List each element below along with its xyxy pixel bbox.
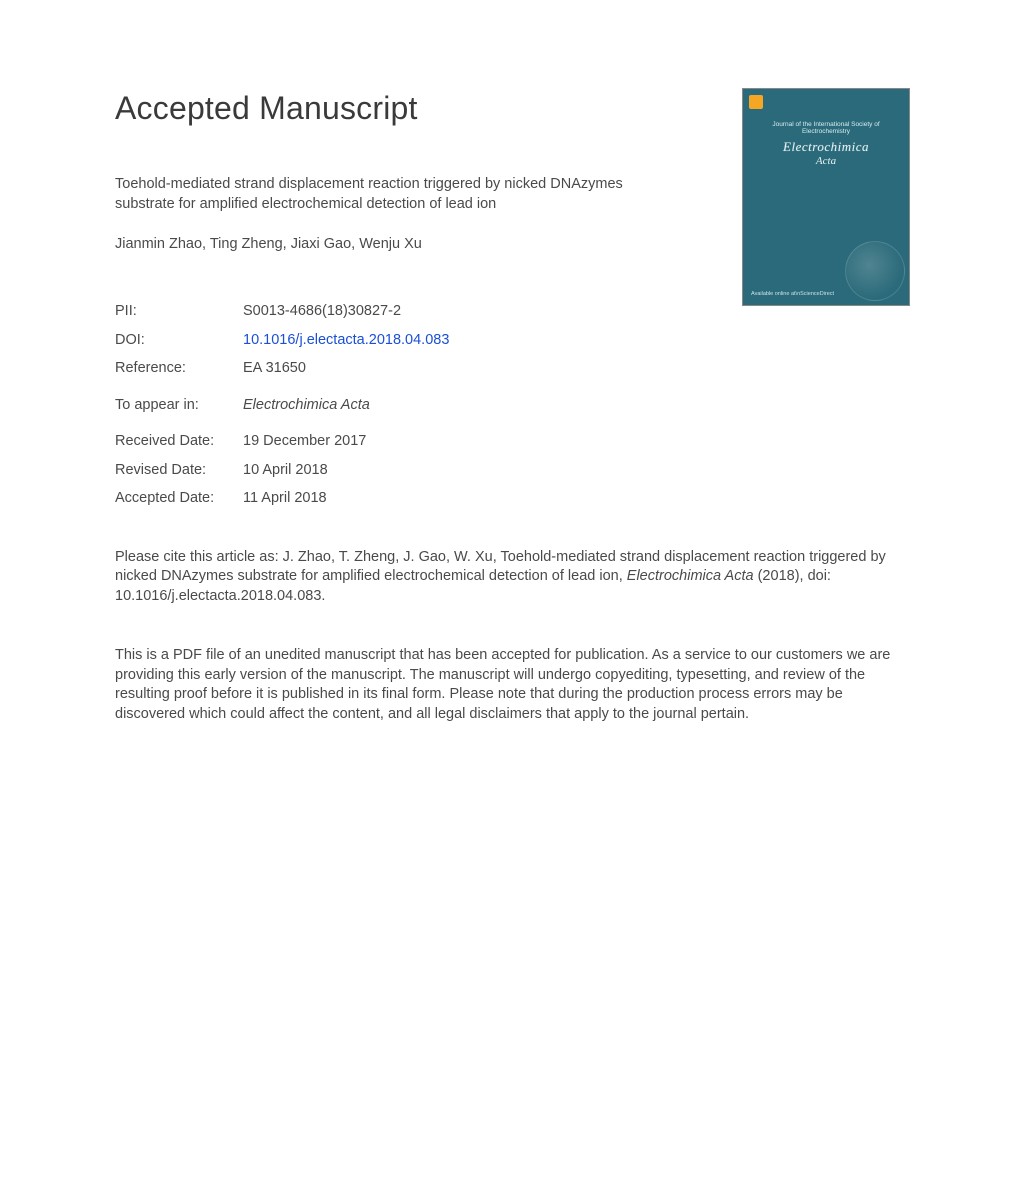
metadata-table: PII: S0013-4686(18)30827-2 DOI: 10.1016/… bbox=[115, 304, 910, 506]
cover-subtitle: Journal of the International Society of … bbox=[749, 121, 903, 135]
meta-row-pii: PII: S0013-4686(18)30827-2 bbox=[115, 304, 910, 319]
meta-row-revised: Revised Date: 10 April 2018 bbox=[115, 463, 910, 478]
meta-value-reference: EA 31650 bbox=[243, 361, 306, 376]
meta-row-reference: Reference: EA 31650 bbox=[115, 361, 910, 376]
journal-cover-thumbnail: Journal of the International Society of … bbox=[742, 88, 910, 306]
meta-value-doi-link[interactable]: 10.1016/j.electacta.2018.04.083 bbox=[243, 333, 449, 348]
meta-value-revised-date: 10 April 2018 bbox=[243, 463, 328, 478]
meta-label: PII: bbox=[115, 304, 243, 319]
citation-journal-italic: Electrochimica Acta bbox=[627, 568, 754, 584]
cover-journal-name-line2: Acta bbox=[749, 155, 903, 167]
citation-text: Please cite this article as: J. Zhao, T.… bbox=[115, 548, 910, 607]
article-title: Toehold-mediated strand displacement rea… bbox=[115, 175, 675, 214]
meta-label: Reference: bbox=[115, 361, 243, 376]
meta-label: Accepted Date: bbox=[115, 491, 243, 506]
meta-label: To appear in: bbox=[115, 398, 243, 413]
cover-bottom-text: Available online at\nScienceDirect bbox=[751, 291, 901, 297]
meta-value-received-date: 19 December 2017 bbox=[243, 434, 366, 449]
meta-row-received: Received Date: 19 December 2017 bbox=[115, 434, 910, 449]
meta-row-appear: To appear in: Electrochimica Acta bbox=[115, 398, 910, 413]
meta-value-pii: S0013-4686(18)30827-2 bbox=[243, 304, 401, 319]
publisher-logo-icon bbox=[749, 95, 763, 109]
page-container: Accepted Manuscript Journal of the Inter… bbox=[0, 0, 1020, 765]
meta-label: Received Date: bbox=[115, 434, 243, 449]
meta-value-accepted-date: 11 April 2018 bbox=[243, 491, 327, 506]
cover-journal-name-line1: Electrochimica bbox=[749, 139, 903, 155]
disclaimer-text: This is a PDF file of an unedited manusc… bbox=[115, 646, 910, 724]
meta-label: DOI: bbox=[115, 333, 243, 348]
meta-value-journal: Electrochimica Acta bbox=[243, 398, 370, 413]
meta-row-accepted: Accepted Date: 11 April 2018 bbox=[115, 491, 910, 506]
meta-label: Revised Date: bbox=[115, 463, 243, 478]
meta-row-doi: DOI: 10.1016/j.electacta.2018.04.083 bbox=[115, 333, 910, 348]
